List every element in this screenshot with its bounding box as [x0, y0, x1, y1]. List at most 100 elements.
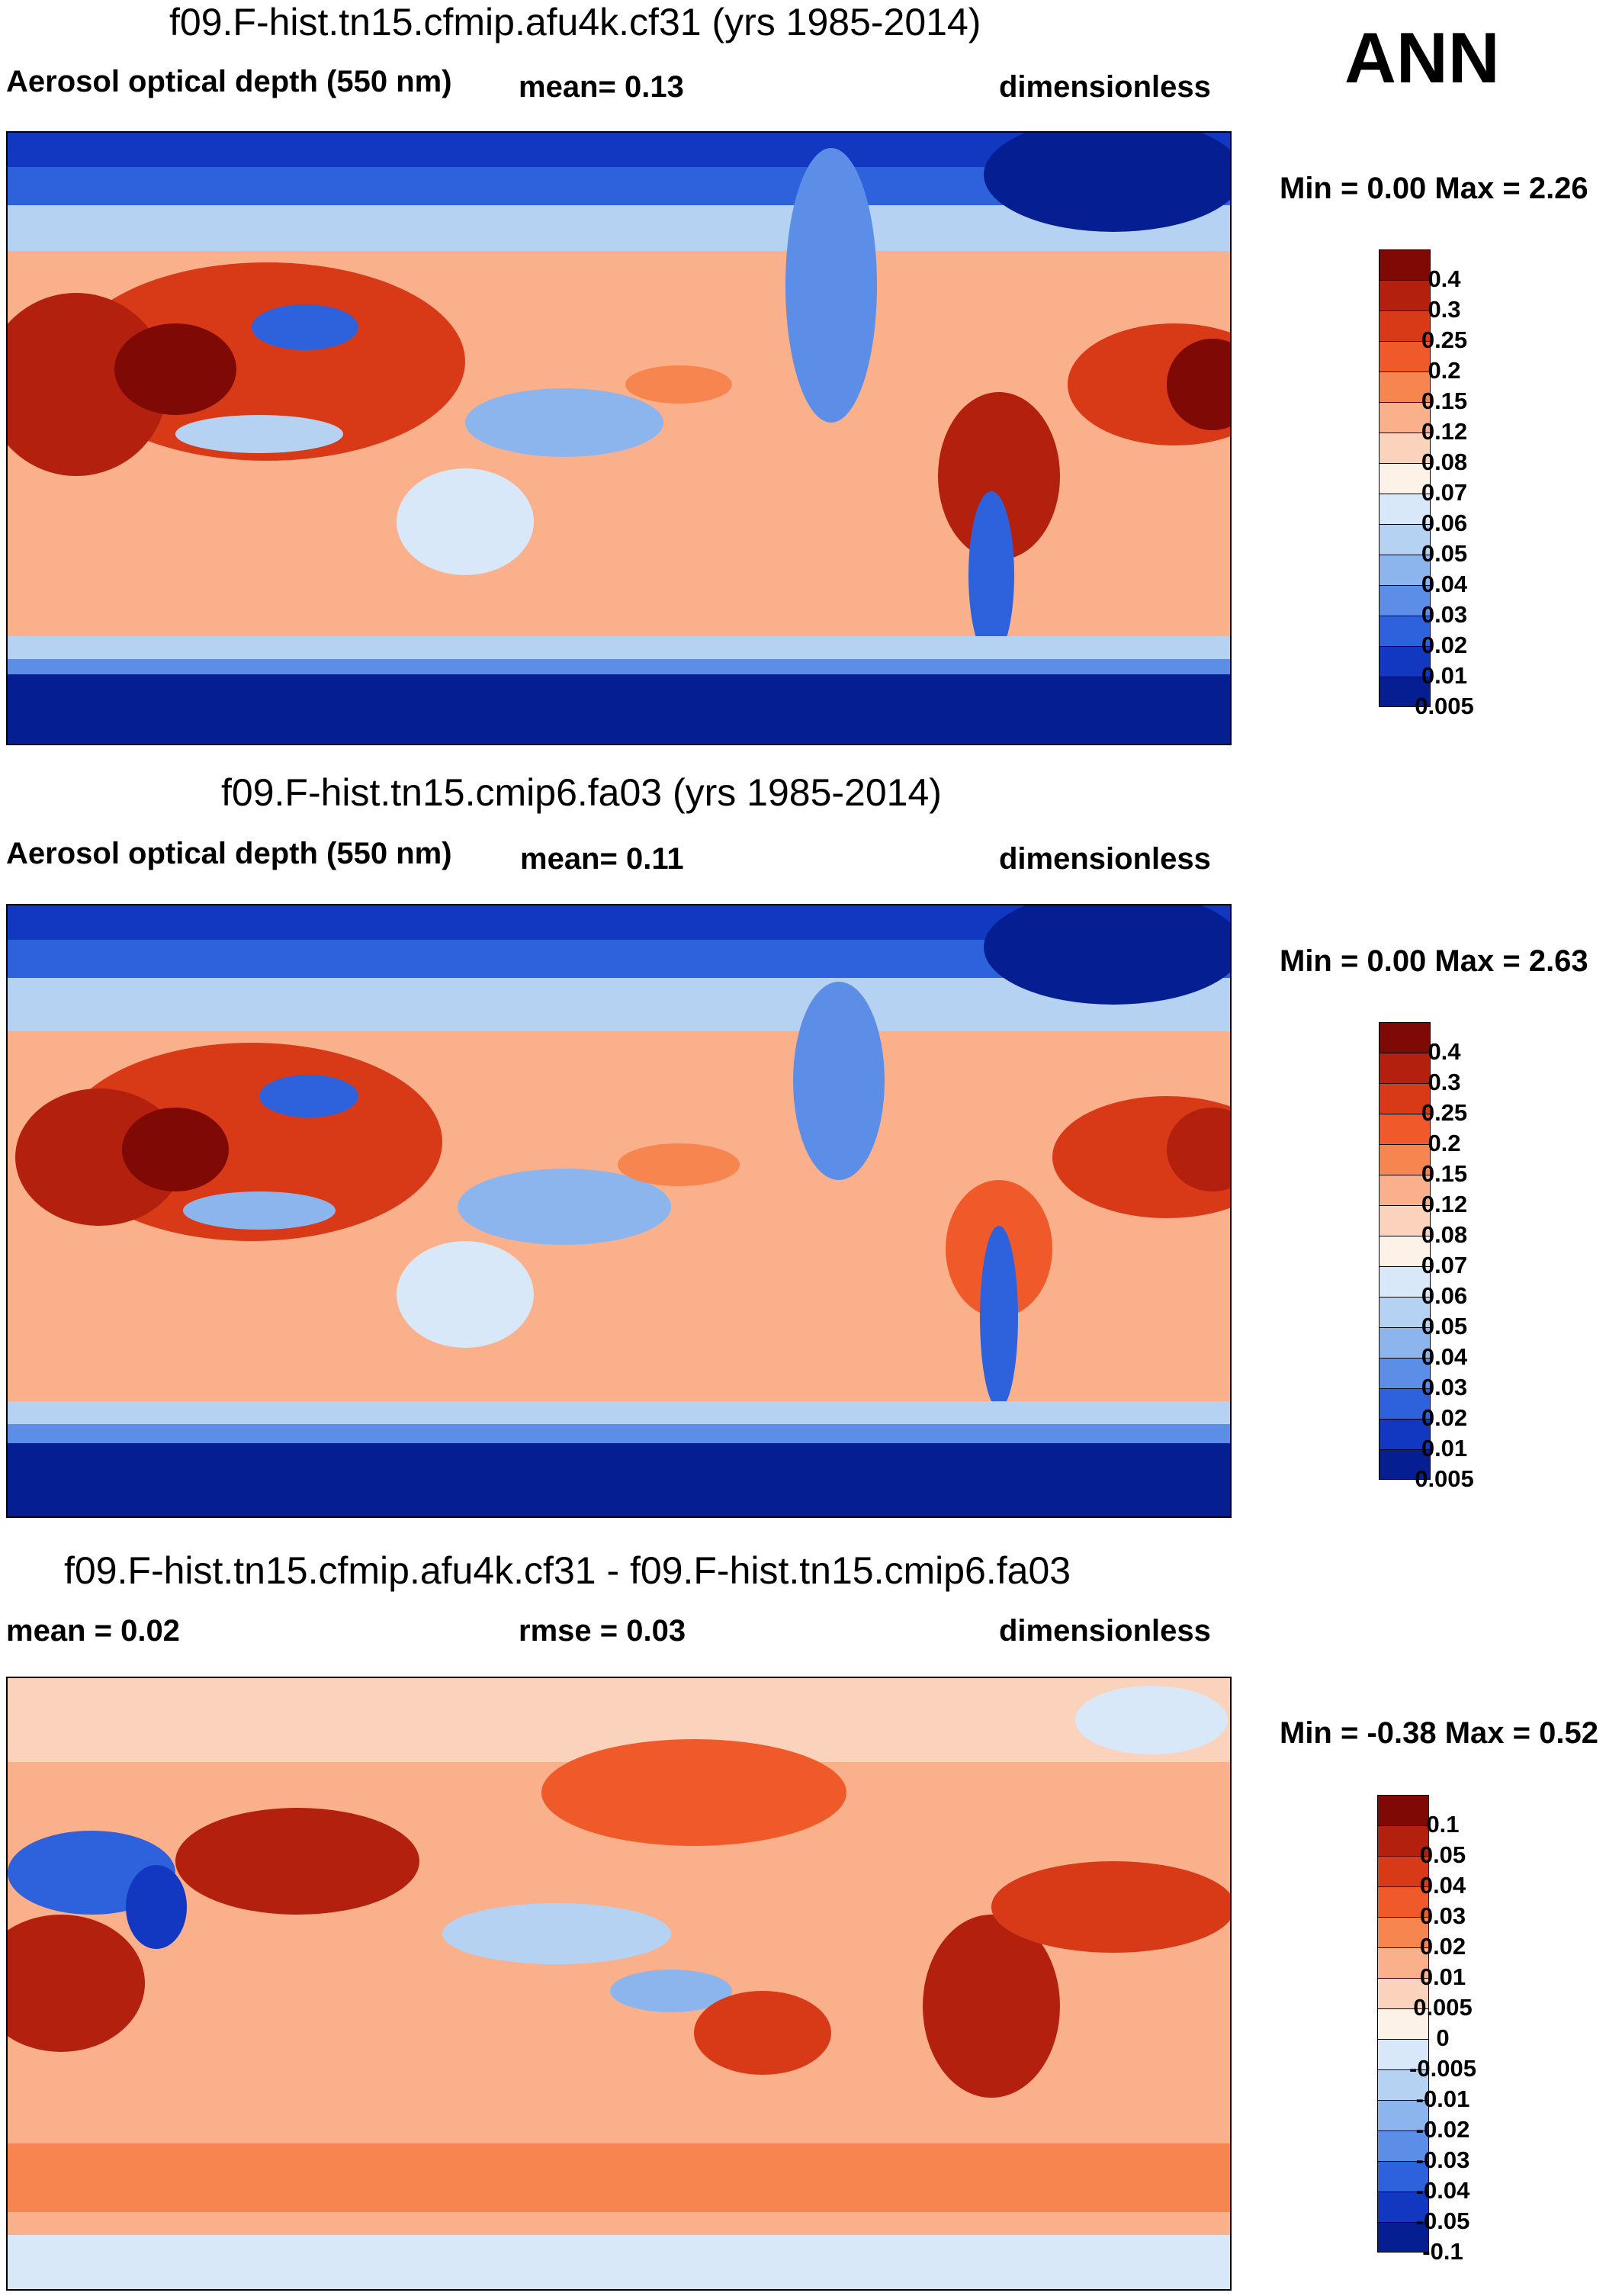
colorbar-tick-label: -0.03	[1415, 2146, 1470, 2173]
panel-3-rmse: rmse = 0.03	[519, 1614, 686, 1648]
colorbar-tick-label: 0.3	[1428, 296, 1461, 323]
west-africa-high	[1167, 339, 1230, 430]
colorbar-swatch	[1379, 1449, 1431, 1480]
colorbar-tick-label: -0.05	[1415, 2208, 1470, 2234]
panel-1-map	[6, 131, 1232, 745]
colorbar-swatch	[1379, 1053, 1431, 1083]
colorbar-swatch	[1379, 371, 1431, 402]
colorbar-tick-label: 0.06	[1421, 510, 1468, 536]
colorbar-swatch	[1379, 677, 1431, 707]
colorbar-swatch	[1377, 2039, 1429, 2069]
colorbar-swatch	[1379, 494, 1431, 524]
colorbar-swatch	[1379, 463, 1431, 494]
colorbar-swatch	[1377, 2008, 1429, 2039]
panel-2-title: f09.F-hist.tn15.cmip6.fa03 (yrs 1985-201…	[221, 771, 942, 814]
colorbar-swatch	[1379, 310, 1431, 341]
tibet-low	[259, 1075, 358, 1117]
colorbar-tick-label: 0.15	[1421, 1160, 1468, 1187]
colorbar-swatch	[1379, 1083, 1431, 1114]
colorbar-swatch	[1379, 433, 1431, 463]
colorbar-swatch	[1379, 585, 1431, 616]
maritime-low	[465, 388, 663, 457]
colorbar-tick-label: 0.12	[1421, 418, 1468, 445]
colorbar-tick-label: 0.25	[1421, 1099, 1468, 1126]
colorbar-swatch	[1377, 1856, 1429, 1886]
panel-3-colorbar: 0.1 0.05 0.04 0.03 0.02 0.01 0.005 0 -0.005 -0.01…	[1377, 1795, 1530, 2280]
colorbar-swatch	[1379, 1144, 1431, 1175]
panel-1-title: f09.F-hist.tn15.cfmip.afu4k.cf31 (yrs 19…	[169, 1, 981, 43]
greenland-low	[984, 905, 1230, 1005]
colorbar-swatch	[1379, 1205, 1431, 1236]
colorbar-tick-label: 0.005	[1413, 1994, 1473, 2021]
colorbar-tick-label: -0.1	[1422, 2238, 1463, 2265]
colorbar-swatch	[1379, 646, 1431, 677]
colorbar-tick-label: 0.04	[1421, 1343, 1468, 1370]
colorbar-tick-label: 0.07	[1421, 479, 1468, 506]
colorbar-swatch	[1379, 341, 1431, 371]
southern-ocean-band	[8, 1401, 1230, 1424]
panel-2-map	[6, 904, 1232, 1518]
west-pacific-negative	[442, 1903, 671, 1964]
colorbar-swatch	[1379, 1022, 1431, 1053]
colorbar-tick-label: 0.04	[1419, 1872, 1466, 1899]
central-pacific-negative	[610, 1970, 732, 2012]
indian-ocean-low	[175, 415, 343, 453]
colorbar-tick-label: 0.08	[1421, 449, 1468, 475]
colorbar-swatch	[1377, 2222, 1429, 2253]
north-pacific-positive	[541, 1739, 846, 1846]
colorbar-tick-label: 0.04	[1421, 571, 1468, 597]
east-pacific-positive	[694, 1991, 831, 2075]
colorbar-tick-label: 0	[1436, 2024, 1450, 2051]
colorbar-tick-label: 0.005	[1415, 1465, 1474, 1492]
colorbar-swatch	[1379, 1297, 1431, 1327]
colorbar-tick-label: 0.01	[1419, 1963, 1466, 1990]
colorbar-tick-label: 0.2	[1428, 357, 1461, 384]
panel-2-units: dimensionless	[999, 842, 1211, 876]
colorbar-tick-label: 0.05	[1419, 1841, 1466, 1868]
season-label: ANN	[1344, 18, 1500, 98]
south-america-positive	[923, 1915, 1060, 2098]
rockies-low	[793, 982, 885, 1180]
colorbar-swatch	[1379, 402, 1431, 433]
pacific-high	[618, 1143, 740, 1186]
colorbar-tick-label: 0.01	[1421, 1435, 1468, 1462]
colorbar-tick-label: 0.03	[1419, 1902, 1466, 1929]
colorbar-tick-label: 0.12	[1421, 1191, 1468, 1217]
colorbar-swatch	[1377, 1978, 1429, 2008]
arabia-high	[114, 323, 236, 415]
indian-ocean-low	[183, 1191, 336, 1230]
panel-3-title: f09.F-hist.tn15.cfmip.afu4k.cf31 - f09.F…	[64, 1549, 1071, 1592]
antarctic-edge	[8, 659, 1230, 674]
colorbar-tick-label: 0.03	[1421, 601, 1468, 628]
colorbar-tick-label: -0.01	[1415, 2085, 1470, 2112]
colorbar-tick-label: 0.07	[1421, 1252, 1468, 1278]
colorbar-tick-label: 0.1	[1426, 1811, 1460, 1838]
colorbar-tick-label: 0.05	[1421, 540, 1468, 567]
west-africa-high	[1167, 1108, 1230, 1191]
colorbar-swatch	[1379, 1388, 1431, 1419]
antarctic-edge	[8, 1424, 1230, 1443]
colorbar-tick-label: -0.005	[1409, 2055, 1476, 2082]
colorbar-swatch	[1379, 1175, 1431, 1205]
colorbar-swatch	[1377, 1917, 1429, 1947]
colorbar-tick-label: 0.2	[1428, 1130, 1461, 1156]
colorbar-tick-label: 0.05	[1421, 1313, 1468, 1339]
colorbar-swatch	[1379, 1114, 1431, 1144]
colorbar-swatch	[1377, 2130, 1429, 2161]
colorbar-swatch	[1377, 2100, 1429, 2130]
panel-2-map-svg	[8, 905, 1230, 1516]
colorbar-swatch	[1377, 1947, 1429, 1978]
colorbar-tick-label: 0.3	[1428, 1069, 1461, 1095]
panel-2-left-label: Aerosol optical depth (550 nm)	[6, 837, 452, 870]
amazon-high	[938, 392, 1060, 560]
panel-1-left-label: Aerosol optical depth (550 nm)	[6, 65, 452, 98]
colorbar-swatch	[1377, 2161, 1429, 2191]
atlantic-positive	[991, 1861, 1230, 1953]
andes-low	[968, 491, 1014, 659]
colorbar-tick-label: 0.06	[1421, 1282, 1468, 1309]
sahel-positive	[8, 1915, 145, 2052]
panel-3-min-max: Min = -0.38 Max = 0.52	[1280, 1716, 1598, 1750]
rockies-low	[785, 148, 877, 423]
colorbar-tick-label: 0.4	[1428, 265, 1461, 292]
panel-3-map-svg	[8, 1678, 1230, 2289]
